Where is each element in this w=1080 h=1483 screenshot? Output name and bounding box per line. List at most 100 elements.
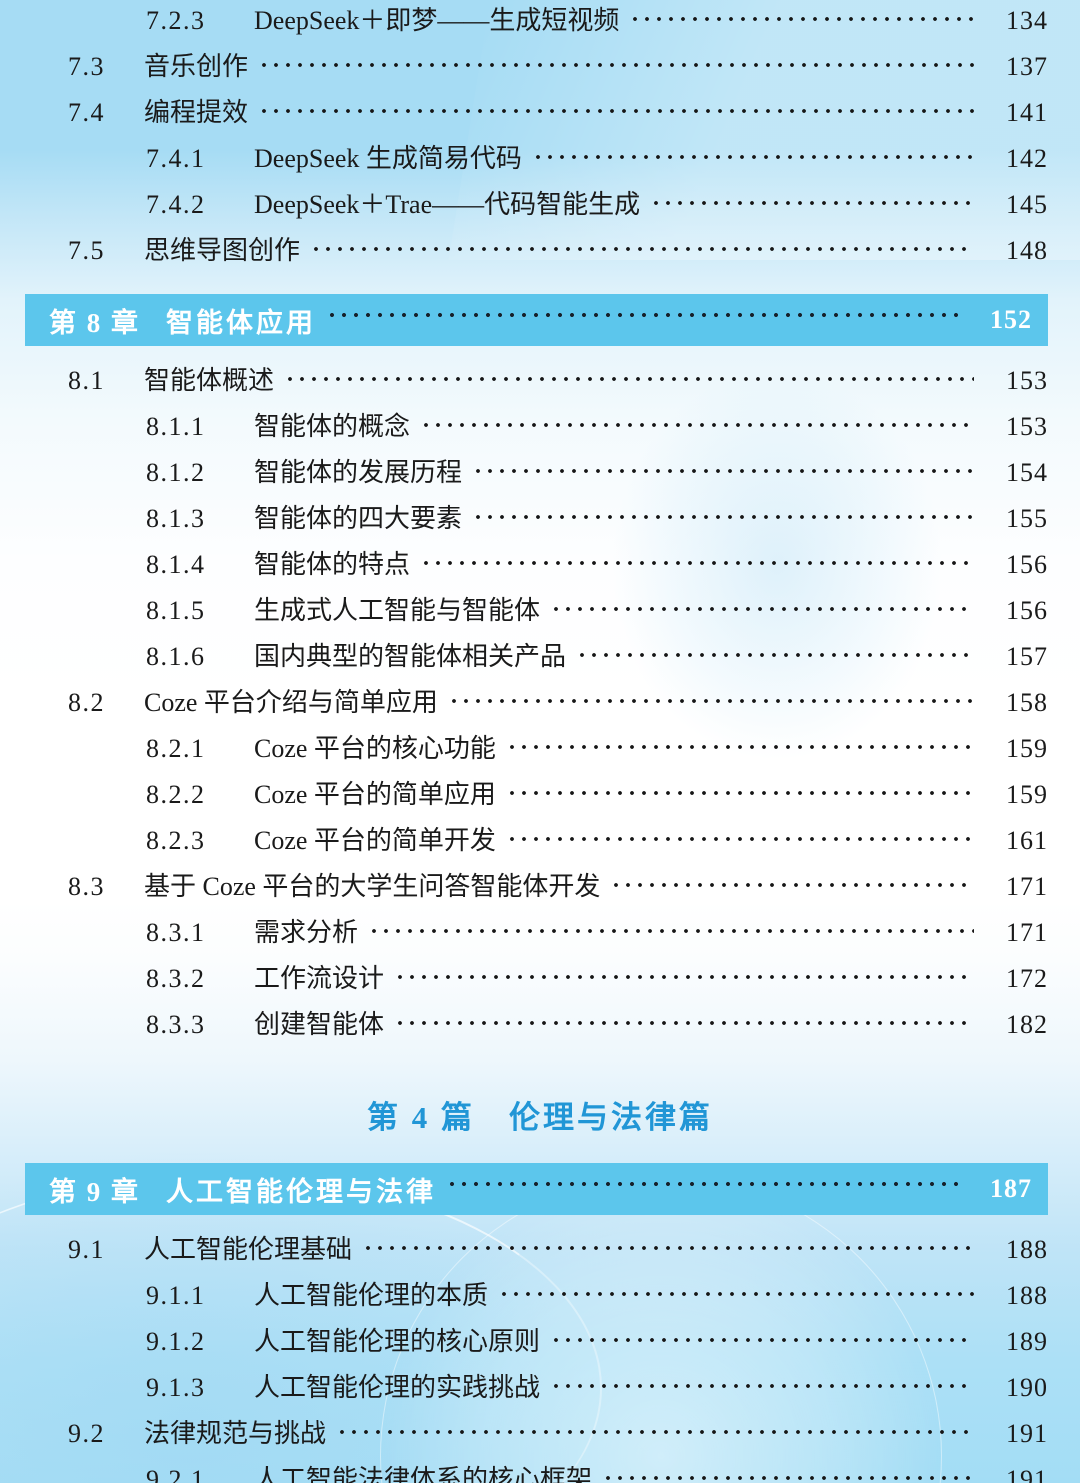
toc-entry[interactable]: 7.5 思维导图创作 148 [0, 230, 1080, 276]
toc-entry-title: Coze 平台的简单应用 [254, 780, 496, 809]
toc-entry-number: 8.2.2 [146, 780, 206, 809]
toc-entry-number: 9.1.2 [146, 1327, 206, 1356]
toc-entry-number: 9.1.3 [146, 1373, 206, 1402]
toc-entry-number: 8.2.1 [146, 734, 206, 763]
toc-entry-page: 153 [1006, 412, 1048, 441]
toc-entry-number: 8.3 [68, 872, 105, 901]
toc-entry-page: 171 [1006, 918, 1048, 947]
toc-entry[interactable]: 8.3.1 需求分析 171 [0, 912, 1080, 958]
toc-entry[interactable]: 7.3 音乐创作 137 [0, 46, 1080, 92]
toc-entry-title: Coze 平台介绍与简单应用 [144, 688, 438, 717]
leader-dots [650, 199, 974, 207]
chapter-band-9[interactable]: 第 9 章 人工智能伦理与法律 187 [25, 1163, 1048, 1215]
toc-entry-number: 7.4 [68, 98, 105, 127]
toc-entry-page: 191 [1006, 1465, 1048, 1483]
toc-entry-page: 157 [1006, 642, 1048, 671]
toc-entry[interactable]: 9.2 法律规范与挑战 191 [0, 1413, 1080, 1459]
leader-dots [326, 311, 964, 319]
toc-entry[interactable]: 8.1 智能体概述 153 [0, 360, 1080, 406]
toc-entry[interactable]: 8.1.5 生成式人工智能与智能体 156 [0, 590, 1080, 636]
toc-entry-number: 7.3 [68, 52, 105, 81]
toc-entry-title: 智能体的概念 [254, 412, 411, 441]
toc-entry-page: 155 [1006, 504, 1048, 533]
toc-section-chapter8: 8.1 智能体概述 153 8.1.1 智能体的概念 153 8.1.2 智能体的发展历程 15… [0, 360, 1080, 1050]
toc-entry-title: 创建智能体 [254, 1010, 385, 1039]
toc-entry[interactable]: 7.4.1 DeepSeek 生成简易代码 142 [0, 138, 1080, 184]
toc-entry[interactable]: 8.1.3 智能体的四大要素 155 [0, 498, 1080, 544]
chapter-8-title: 智能体应用 [166, 307, 316, 338]
toc-entry[interactable]: 8.1.4 智能体的特点 156 [0, 544, 1080, 590]
toc-entry-page: 137 [1006, 52, 1048, 81]
leader-dots [531, 153, 974, 161]
toc-entry[interactable]: 8.3.3 创建智能体 182 [0, 1004, 1080, 1050]
toc-entry[interactable]: 8.1.1 智能体的概念 153 [0, 406, 1080, 452]
toc-entry-number: 8.1.6 [146, 642, 206, 671]
leader-dots [505, 789, 974, 797]
leader-dots [629, 15, 974, 23]
toc-entry[interactable]: 8.2.2 Coze 平台的简单应用 159 [0, 774, 1080, 820]
toc-entry[interactable]: 9.1.2 人工智能伦理的核心原则 189 [0, 1321, 1080, 1367]
toc-entry-page: 134 [1006, 6, 1048, 35]
toc-entry[interactable]: 9.1.1 人工智能伦理的本质 188 [0, 1275, 1080, 1321]
toc-entry-title: 人工智能伦理的核心原则 [254, 1327, 541, 1356]
toc-entry-title: DeepSeek＋Trae——代码智能生成 [254, 190, 641, 219]
toc-entry[interactable]: 8.3.2 工作流设计 172 [0, 958, 1080, 1004]
toc-entry-title: 需求分析 [254, 918, 359, 947]
toc-entry[interactable]: 7.4 编程提效 141 [0, 92, 1080, 138]
toc-entry[interactable]: 8.1.2 智能体的发展历程 154 [0, 452, 1080, 498]
toc-entry[interactable]: 8.2.3 Coze 平台的简单开发 161 [0, 820, 1080, 866]
toc-entry-title: 智能体的四大要素 [254, 504, 463, 533]
toc-entry-title: 智能体的发展历程 [254, 458, 463, 487]
chapter-8-page: 152 [990, 305, 1032, 334]
toc-entry-page: 141 [1006, 98, 1048, 127]
toc-entry-title: 生成式人工智能与智能体 [254, 596, 541, 625]
toc-entry-number: 7.5 [68, 236, 105, 265]
toc-entry[interactable]: 8.3 基于 Coze 平台的大学生问答智能体开发 171 [0, 866, 1080, 912]
toc-entry-page: 190 [1006, 1373, 1048, 1402]
toc-entry[interactable]: 8.1.6 国内典型的智能体相关产品 157 [0, 636, 1080, 682]
leader-dots [610, 881, 974, 889]
toc-entry[interactable]: 8.2 Coze 平台介绍与简单应用 158 [0, 682, 1080, 728]
toc-entry-page: 159 [1006, 780, 1048, 809]
toc-entry[interactable]: 9.1 人工智能伦理基础 188 [0, 1229, 1080, 1275]
toc-entry-number: 8.1.2 [146, 458, 206, 487]
leader-dots [447, 697, 974, 705]
leader-dots [576, 651, 974, 659]
leader-dots [472, 513, 974, 521]
toc-entry-page: 154 [1006, 458, 1048, 487]
toc-entry-title: 人工智能伦理的本质 [254, 1281, 489, 1310]
toc-entry-number: 8.1.3 [146, 504, 206, 533]
leader-dots [336, 1428, 974, 1436]
toc-entry[interactable]: 9.1.3 人工智能伦理的实践挑战 190 [0, 1367, 1080, 1413]
toc-entry-page: 159 [1006, 734, 1048, 763]
leader-dots [284, 375, 974, 383]
leader-dots [258, 107, 974, 115]
toc-entry-page: 156 [1006, 550, 1048, 579]
toc-entry[interactable]: 7.2.3 DeepSeek＋即梦——生成短视频 134 [0, 0, 1080, 46]
leader-dots [498, 1290, 974, 1298]
chapter-band-8[interactable]: 第 8 章 智能体应用 152 [25, 294, 1048, 346]
toc-entry-number: 8.3.1 [146, 918, 206, 947]
leader-dots [505, 835, 974, 843]
leader-dots [420, 559, 974, 567]
toc-entry-page: 172 [1006, 964, 1048, 993]
leader-dots [472, 467, 974, 475]
toc-entry-number: 8.1.1 [146, 412, 206, 441]
toc-entry-title: 音乐创作 [144, 52, 249, 81]
toc-entry[interactable]: 8.2.1 Coze 平台的核心功能 159 [0, 728, 1080, 774]
toc-entry-title: 国内典型的智能体相关产品 [254, 642, 567, 671]
chapter-9-title: 人工智能伦理与法律 [166, 1176, 436, 1207]
leader-dots [394, 1019, 974, 1027]
leader-dots [310, 245, 974, 253]
toc-entry-page: 188 [1006, 1281, 1048, 1310]
leader-dots [550, 1382, 974, 1390]
toc-entry-page: 156 [1006, 596, 1048, 625]
part-4-name: 伦理与法律篇 [509, 1100, 713, 1135]
toc-entry-page: 188 [1006, 1235, 1048, 1264]
toc-entry-page: 145 [1006, 190, 1048, 219]
toc-entry[interactable]: 9.2.1 人工智能法律体系的核心框架 191 [0, 1459, 1080, 1483]
toc-entry[interactable]: 7.4.2 DeepSeek＋Trae——代码智能生成 145 [0, 184, 1080, 230]
toc-entry-title: 智能体的特点 [254, 550, 411, 579]
toc-entry-title: 法律规范与挑战 [144, 1419, 327, 1448]
